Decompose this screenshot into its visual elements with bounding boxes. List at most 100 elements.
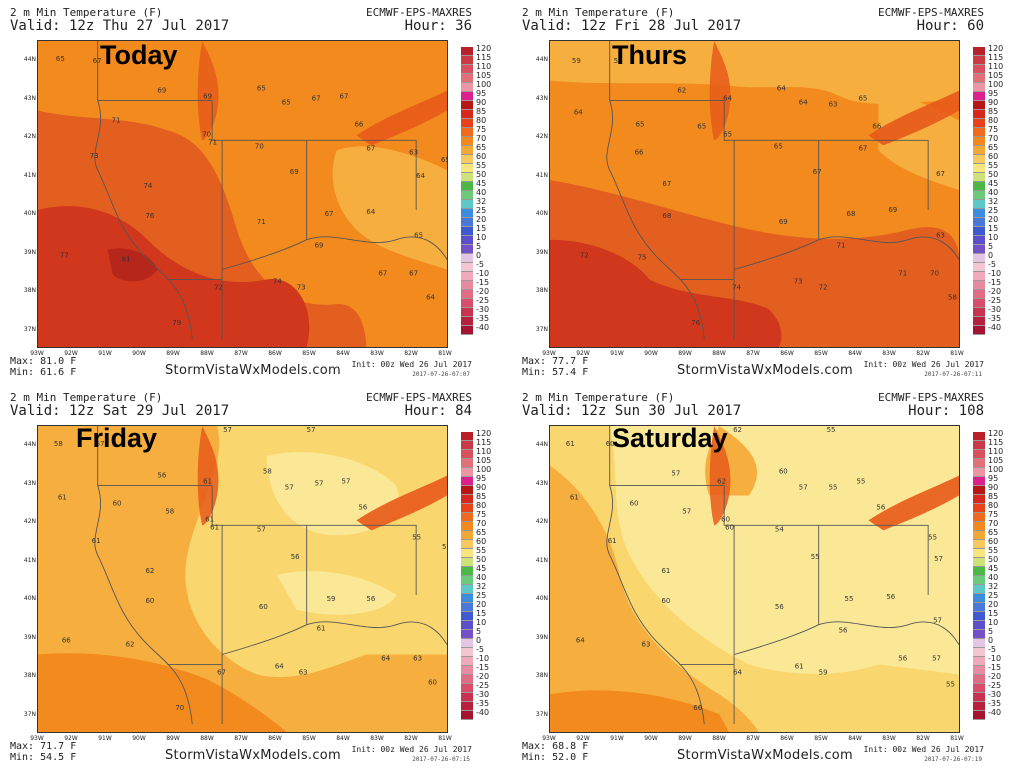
colorbar-swatch xyxy=(973,92,985,101)
latitude-label: 37N xyxy=(23,710,36,718)
colorbar-label: 80 xyxy=(988,501,999,510)
colorbar-label: 10 xyxy=(476,233,487,242)
longitude-label: 84W xyxy=(336,350,350,357)
render-timestamp: 2017-07-26-07:15 xyxy=(412,756,470,763)
colorbar-swatch xyxy=(973,209,985,218)
lake-michigan xyxy=(197,41,219,141)
state-border xyxy=(723,100,735,340)
latitude-label: 38N xyxy=(535,287,548,294)
lake-michigan xyxy=(709,41,731,141)
colorbar-label: -10 xyxy=(988,654,1002,663)
colorbar-swatch xyxy=(461,263,473,272)
colorbar-label: 100 xyxy=(988,465,1004,474)
colorbar-label: -30 xyxy=(988,305,1002,314)
parameter-title: 2 m Min Temperature (F) xyxy=(10,391,163,404)
colorbar-label: 10 xyxy=(476,618,487,627)
parameter-title: 2 m Min Temperature (F) xyxy=(10,6,163,19)
colorbar-swatch xyxy=(461,711,473,720)
longitude-label: 92W xyxy=(576,350,590,357)
colorbar-label: -40 xyxy=(476,323,490,332)
model-name: ECMWF-EPS-MAXRES xyxy=(878,6,984,19)
colorbar-label: 55 xyxy=(476,546,487,555)
site-watermark: StormVistaWxModels.com xyxy=(677,748,853,763)
colorbar-label: 90 xyxy=(476,483,487,492)
colorbar-swatch xyxy=(973,254,985,263)
colorbar-label: 50 xyxy=(476,555,487,564)
render-timestamp: 2017-07-26-07:11 xyxy=(924,371,982,378)
temperature-value: 65 xyxy=(56,55,65,63)
init-time: Init: 00z Wed 26 Jul 2017 xyxy=(351,745,472,754)
temperature-value: 66 xyxy=(354,120,363,128)
colorbar-label: -30 xyxy=(476,305,490,314)
site-watermark: StormVistaWxModels.com xyxy=(677,363,853,378)
colorbar-label: 40 xyxy=(988,188,999,197)
colorbar-swatch xyxy=(461,92,473,101)
temperature-value: 59 xyxy=(614,57,623,65)
latitude-label: 43N xyxy=(535,479,548,487)
temperature-value: 57 xyxy=(934,555,943,563)
latitude-label: 43N xyxy=(535,94,548,102)
colorbar-label: -15 xyxy=(476,663,490,672)
colorbar-label: -20 xyxy=(476,287,490,296)
longitude-label: 90W xyxy=(644,350,658,357)
colorbar-label: 115 xyxy=(988,438,1004,447)
temperature-value: 72 xyxy=(819,283,828,291)
colorbar-label: 32 xyxy=(476,197,487,206)
temperature-value: 56 xyxy=(886,593,895,601)
temperature-value: 61 xyxy=(570,494,579,502)
init-time: Init: 00z Wed 26 Jul 2017 xyxy=(351,360,472,369)
colorbar-swatch xyxy=(461,459,473,468)
colorbar-label: 80 xyxy=(476,501,487,510)
colorbar-label: 20 xyxy=(476,215,487,224)
colorbar-label: 45 xyxy=(988,179,999,188)
temperature-value: 65 xyxy=(282,99,291,107)
colorbar-label: 95 xyxy=(476,474,487,483)
temperature-value: 59 xyxy=(572,57,581,65)
colorbar-swatch xyxy=(973,441,985,450)
colorbar-label: 15 xyxy=(476,609,487,618)
colorbar-label: -20 xyxy=(988,287,1002,296)
longitude-label: 81W xyxy=(438,735,452,742)
colorbar-swatch xyxy=(461,155,473,164)
colorbar-label: -5 xyxy=(476,645,484,654)
colorbar-swatch xyxy=(973,549,985,558)
lake-michigan xyxy=(197,426,219,526)
colorbar-swatch xyxy=(461,173,473,182)
colorbar-label: 90 xyxy=(988,98,999,107)
temperature-value: 69 xyxy=(290,168,299,176)
colorbar-swatch xyxy=(973,639,985,648)
temperature-region xyxy=(332,146,447,270)
lake-erie xyxy=(356,90,447,146)
temperature-value: 60 xyxy=(661,597,670,605)
temperature-region xyxy=(550,41,959,104)
state-border xyxy=(606,100,705,340)
longitude-label: 82W xyxy=(404,350,418,357)
temperature-value: 55 xyxy=(928,533,937,541)
forecast-hour: Hour: 108 xyxy=(908,403,984,419)
colorbar-label: -35 xyxy=(988,699,1002,708)
colorbar-label: -10 xyxy=(476,269,490,278)
state-border xyxy=(94,100,193,340)
longitude-label: 88W xyxy=(712,735,726,742)
colorbar-swatch xyxy=(461,495,473,504)
longitude-label: 81W xyxy=(438,350,452,357)
latitude-label: 44N xyxy=(23,441,36,448)
colorbar-label: -15 xyxy=(988,278,1002,287)
colorbar-swatch xyxy=(461,146,473,155)
colorbar-label: -40 xyxy=(988,323,1002,332)
temperature-value: 65 xyxy=(774,142,783,150)
colorbar-label: 105 xyxy=(476,456,492,465)
colorbar-label: 120 xyxy=(988,44,1004,53)
forecast-hour: Hour: 60 xyxy=(916,18,984,34)
temperature-value: 56 xyxy=(876,503,885,511)
colorbar-swatch xyxy=(461,504,473,513)
colorbar-swatch xyxy=(973,567,985,576)
temperature-value: 55 xyxy=(827,426,836,434)
colorbar-swatch xyxy=(973,191,985,200)
temperature-value: 63 xyxy=(829,101,838,109)
colorbar-label: 45 xyxy=(476,564,487,573)
colorbar-label: -20 xyxy=(476,672,490,681)
longitude-label: 89W xyxy=(678,735,692,742)
temperature-value: 64 xyxy=(574,109,583,117)
temperature-value: 64 xyxy=(777,85,786,93)
